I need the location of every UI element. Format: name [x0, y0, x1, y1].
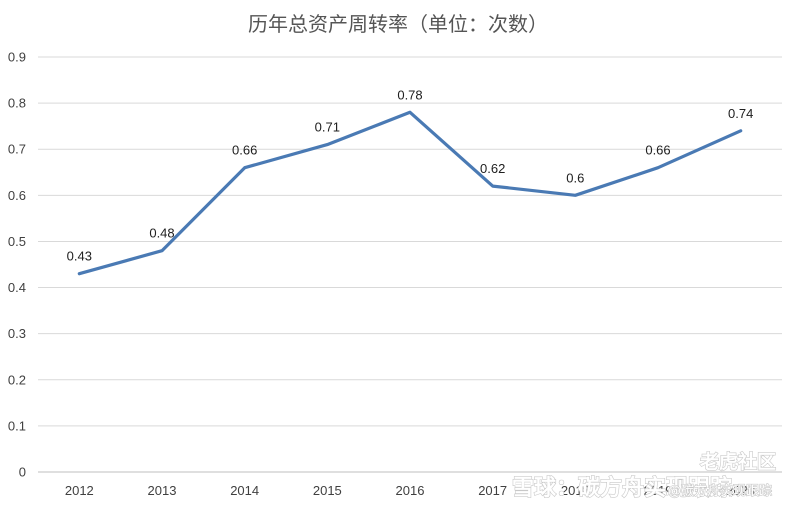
data-label: 0.74	[728, 106, 753, 121]
watermark-handle-text: @碳方舟实现跟踪	[668, 483, 772, 499]
data-labels: 0.43 0.48 0.66 0.71 0.78 0.62 0.6 0.66 0.74	[67, 87, 754, 263]
watermark: 雪球：碳方舟实现跟踪 老虎社区 @碳方舟实现跟踪	[511, 449, 776, 501]
data-label: 0.62	[480, 161, 505, 176]
x-tick-label: 2018	[561, 483, 590, 498]
y-tick-label: 0.4	[8, 280, 26, 295]
data-label: 0.71	[315, 120, 340, 135]
x-tick-label: 2012	[65, 483, 94, 498]
data-label: 0.66	[232, 143, 257, 158]
y-tick-label: 0	[19, 465, 26, 480]
y-tick-label: 0.6	[8, 188, 26, 203]
data-label: 0.6	[566, 170, 584, 185]
x-axis-ticks: 2012 2013 2014 2015 2016 2017 2018 2019 2020	[65, 483, 755, 498]
x-tick-label: 2015	[313, 483, 342, 498]
x-tick-label: 2019	[644, 483, 673, 498]
series-line	[77, 110, 743, 276]
y-tick-label: 0.1	[8, 418, 26, 433]
data-label: 0.48	[149, 226, 174, 241]
x-tick-label: 2014	[230, 483, 259, 498]
y-tick-label: 0.2	[8, 372, 26, 387]
y-tick-label: 0.9	[8, 50, 26, 65]
data-label: 0.78	[397, 87, 422, 102]
x-tick-label: 2016	[396, 483, 425, 498]
watermark-xueqiu-text: 雪球：碳方舟实现跟踪	[512, 475, 732, 501]
y-tick-label: 0.5	[8, 234, 26, 249]
y-tick-label: 0.7	[8, 142, 26, 157]
y-axis-ticks: 0 0.1 0.2 0.3 0.4 0.5 0.6 0.7 0.8 0.9	[8, 50, 26, 480]
y-tick-label: 0.8	[8, 96, 26, 111]
data-label: 0.66	[645, 143, 670, 158]
watermark-tiger-logo-text: 老虎社区	[700, 450, 776, 473]
data-label: 0.43	[67, 249, 92, 264]
gridlines	[38, 56, 782, 473]
x-tick-label: 2017	[478, 483, 507, 498]
chart-title: 历年总资产周转率（单位：次数）	[248, 12, 548, 36]
x-tick-label: 2013	[148, 483, 177, 498]
y-tick-label: 0.3	[8, 326, 26, 341]
x-tick-label: 2020	[726, 483, 755, 498]
